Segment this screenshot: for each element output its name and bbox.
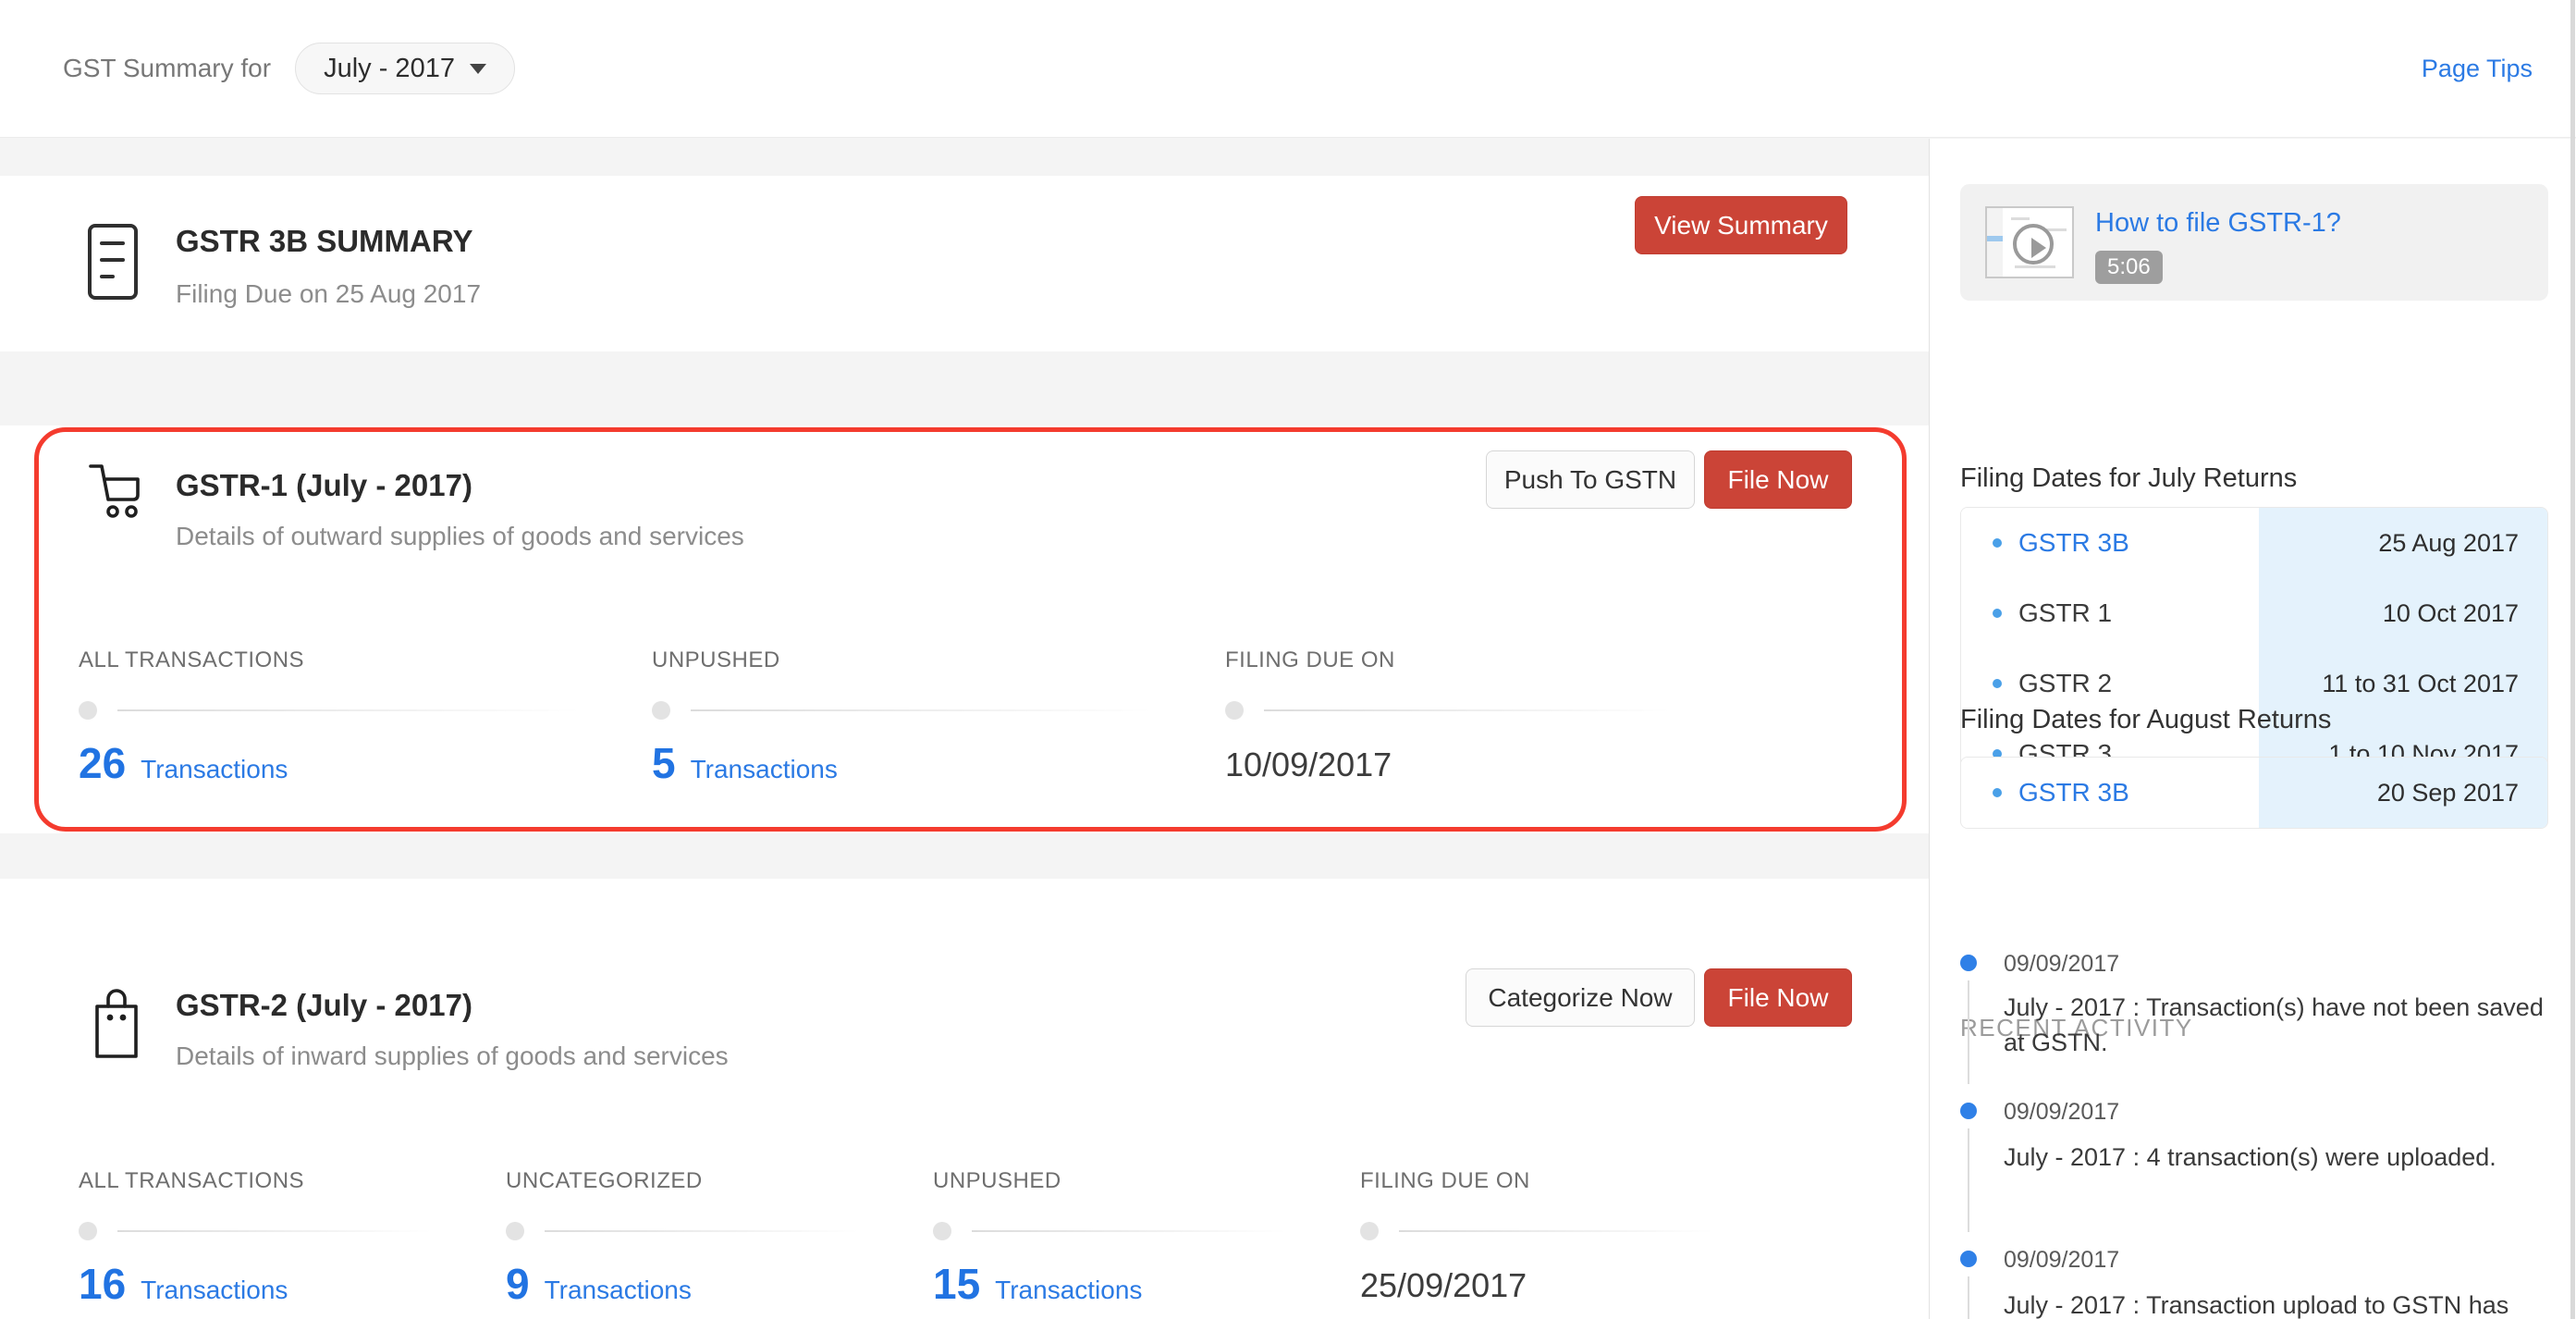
video-title-link[interactable]: How to file GSTR-1?	[2095, 208, 2341, 238]
bullet-icon	[1993, 538, 2002, 548]
august-filing-dates-table: GSTR 3B 20 Sep 2017	[1960, 757, 2548, 829]
gauge	[1225, 701, 1798, 720]
return-date: 25 Aug 2017	[2259, 508, 2547, 578]
bullet-icon	[1993, 788, 2002, 797]
stat-label: UNPUSHED	[933, 1168, 1061, 1193]
recent-activity-heading: RECENT ACTIVITY	[1960, 1014, 2193, 1042]
bullet-icon	[1993, 609, 2002, 618]
filing-due-date: 10/09/2017	[1225, 746, 1392, 783]
gstr1-stat-all-transactions: ALL TRANSACTIONS 26 Transactions	[79, 647, 652, 788]
timeline-dot-icon	[1960, 955, 1977, 971]
top-bar: GST Summary for July - 2017 Page Tips	[0, 0, 2576, 138]
stat-unit-link[interactable]: Transactions	[141, 1276, 288, 1304]
gstr2-file-now-button[interactable]: File Now	[1704, 968, 1852, 1027]
return-name: GSTR 1	[2018, 598, 2113, 627]
gstr2-title: GSTR-2 (July - 2017)	[176, 988, 472, 1022]
return-date: 11 to 31 Oct 2017	[2259, 648, 2547, 719]
gstr2-subtitle: Details of inward supplies of goods and …	[176, 1042, 729, 1070]
stat-count-link[interactable]: 26	[79, 739, 127, 787]
video-thumbnail[interactable]	[1985, 206, 2074, 278]
gst-summary-label: GST Summary for	[63, 54, 272, 82]
table-row: GSTR 1 10 Oct 2017	[1961, 578, 2547, 648]
stat-label: UNPUSHED	[652, 647, 780, 672]
table-row: GSTR 3B 25 Aug 2017	[1961, 508, 2547, 578]
gstr2-section: GSTR-2 (July - 2017) Details of inward s…	[0, 879, 1929, 1319]
right-sidebar: How to file GSTR-1? 5:06 Filing Dates fo…	[1929, 139, 2576, 1319]
period-dropdown[interactable]: July - 2017	[295, 43, 515, 94]
push-to-gstn-button[interactable]: Push To GSTN	[1486, 450, 1695, 509]
gstr1-stats: ALL TRANSACTIONS 26 Transactions UNPUSHE…	[79, 647, 1798, 788]
video-duration-badge: 5:06	[2095, 251, 2163, 284]
activity-date: 09/09/2017	[2004, 951, 2120, 977]
gstr2-stat-uncategorized: UNCATEGORIZED 9 Transactions	[506, 1168, 933, 1309]
page-tips-link[interactable]: Page Tips	[2421, 54, 2533, 82]
gstr2-stat-unpushed: UNPUSHED 15 Transactions	[933, 1168, 1360, 1309]
stat-unit-link[interactable]: Transactions	[141, 755, 288, 783]
return-date: 20 Sep 2017	[2259, 758, 2547, 828]
stat-count-link[interactable]: 5	[652, 739, 676, 787]
cart-icon	[88, 459, 145, 520]
gstr1-subtitle: Details of outward supplies of goods and…	[176, 522, 744, 550]
filing-due-date: 25/09/2017	[1360, 1266, 1527, 1304]
stat-unit-link[interactable]: Transactions	[995, 1276, 1143, 1304]
document-icon	[88, 224, 138, 300]
activity-text: July - 2017 : Transaction(s) have not be…	[2004, 993, 2544, 1056]
shopping-bag-icon	[88, 982, 145, 1062]
chevron-down-icon	[469, 63, 486, 74]
gauge	[79, 1222, 506, 1240]
gstr3b-section: GSTR 3B SUMMARY Filing Due on 25 Aug 201…	[0, 176, 1929, 351]
view-summary-button[interactable]: View Summary	[1635, 196, 1847, 254]
gauge	[652, 701, 1225, 720]
gstr3b-subtitle: Filing Due on 25 Aug 2017	[176, 279, 482, 308]
gstr2-stats: ALL TRANSACTIONS 16 Transactions UNCATEG…	[79, 1168, 1787, 1309]
timeline-dot-icon	[1960, 1103, 1977, 1119]
activity-text: July - 2017 : Transaction upload to GSTN…	[2004, 1291, 2509, 1319]
timeline-line	[1968, 1276, 1969, 1319]
return-date: 10 Oct 2017	[2259, 578, 2547, 648]
gstr3b-title: GSTR 3B SUMMARY	[176, 224, 473, 258]
table-row: GSTR 3B 20 Sep 2017	[1961, 758, 2547, 828]
bullet-icon	[1993, 749, 2002, 758]
table-row: GSTR 2 11 to 31 Oct 2017	[1961, 648, 2547, 719]
categorize-now-button[interactable]: Categorize Now	[1466, 968, 1695, 1027]
stat-count-link[interactable]: 16	[79, 1260, 127, 1308]
gstr1-stat-unpushed: UNPUSHED 5 Transactions	[652, 647, 1225, 788]
timeline-line	[1968, 1128, 1969, 1232]
timeline-dot-icon	[1960, 1251, 1977, 1267]
stat-count-link[interactable]: 9	[506, 1260, 530, 1308]
gauge	[79, 701, 652, 720]
bullet-icon	[1993, 679, 2002, 688]
gstr2-stat-filing-due: FILING DUE ON 25/09/2017	[1360, 1168, 1787, 1309]
july-filing-dates-heading: Filing Dates for July Returns	[1960, 463, 2298, 493]
stat-label: ALL TRANSACTIONS	[79, 1168, 305, 1193]
activity-date: 09/09/2017	[2004, 1247, 2120, 1273]
timeline-line	[1968, 980, 1969, 1084]
stat-label: ALL TRANSACTIONS	[79, 647, 305, 672]
gstr1-section: GSTR-1 (July - 2017) Details of outward …	[0, 425, 1929, 833]
stat-count-link[interactable]: 15	[933, 1260, 981, 1308]
gstr1-stat-filing-due: FILING DUE ON 10/09/2017	[1225, 647, 1798, 788]
august-filing-dates-heading: Filing Dates for August Returns	[1960, 705, 2332, 734]
activity-text: July - 2017 : 4 transaction(s) were uplo…	[2004, 1143, 2496, 1171]
gstr1-file-now-button[interactable]: File Now	[1704, 450, 1852, 509]
gauge	[1360, 1222, 1787, 1240]
stat-unit-link[interactable]: Transactions	[544, 1276, 692, 1304]
return-name-link[interactable]: GSTR 3B	[2018, 778, 2129, 807]
stat-label: FILING DUE ON	[1225, 647, 1395, 672]
play-icon	[2013, 224, 2054, 265]
gauge	[933, 1222, 1360, 1240]
gstr2-stat-all-transactions: ALL TRANSACTIONS 16 Transactions	[79, 1168, 506, 1309]
july-filing-dates-table: GSTR 3B 25 Aug 2017 GSTR 1 10 Oct 2017 G…	[1960, 507, 2548, 790]
gstr1-title: GSTR-1 (July - 2017)	[176, 468, 472, 502]
scrollbar[interactable]	[2570, 0, 2575, 1319]
stat-unit-link[interactable]: Transactions	[690, 755, 838, 783]
video-card: How to file GSTR-1? 5:06	[1960, 184, 2548, 301]
activity-date: 09/09/2017	[2004, 1099, 2120, 1125]
stat-label: FILING DUE ON	[1360, 1168, 1530, 1193]
period-dropdown-value: July - 2017	[324, 53, 455, 83]
gauge	[506, 1222, 933, 1240]
return-name: GSTR 2	[2018, 669, 2113, 697]
return-name-link[interactable]: GSTR 3B	[2018, 528, 2129, 557]
stat-label: UNCATEGORIZED	[506, 1168, 703, 1193]
